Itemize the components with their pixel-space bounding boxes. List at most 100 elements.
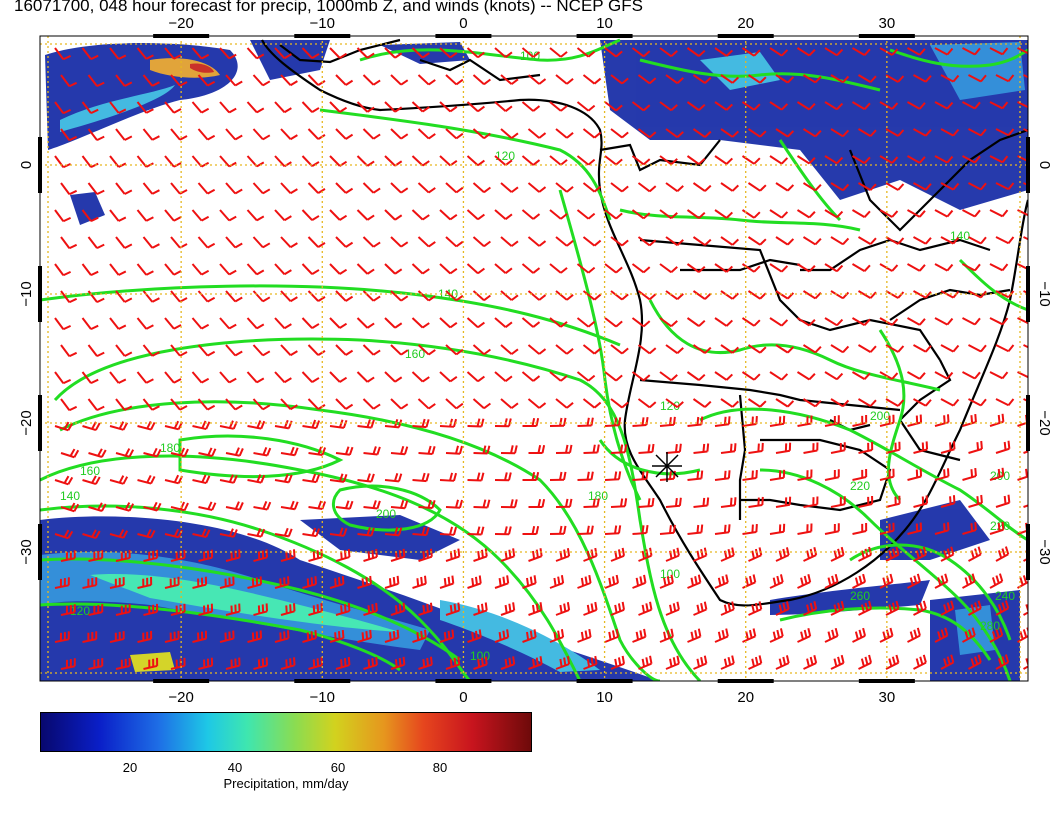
wind-barb <box>528 498 546 508</box>
lat-label-right: 0 <box>1036 161 1053 169</box>
wind-barb <box>82 529 101 540</box>
wind-barb <box>659 524 676 535</box>
wind-barb <box>748 601 763 616</box>
wind-barb <box>769 209 789 219</box>
wind-barb <box>247 630 263 643</box>
wind-barb <box>164 263 182 276</box>
wind-barb <box>940 344 960 353</box>
wind-barb <box>88 550 104 562</box>
wind-barb <box>885 441 901 454</box>
wind-barb <box>720 236 740 246</box>
wind-barb <box>1023 74 1028 79</box>
wind-barb <box>246 209 265 222</box>
wind-barb <box>494 209 513 220</box>
wind-barb <box>962 521 977 535</box>
wind-barb <box>500 656 516 670</box>
wind-barb <box>989 101 1009 110</box>
wind-barb <box>824 101 844 111</box>
wind-barb <box>796 263 816 273</box>
wind-barb <box>940 654 955 670</box>
wind-barb <box>225 290 243 303</box>
wind-barb <box>637 398 657 409</box>
wind-barb <box>968 440 983 454</box>
wind-barb <box>1023 504 1028 508</box>
wind-barb <box>280 290 298 303</box>
wind-barb <box>907 522 923 535</box>
wind-barb <box>192 474 211 485</box>
wind-barb <box>885 398 905 407</box>
wind-barb <box>54 577 70 589</box>
wind-barb <box>907 468 923 481</box>
wind-barb <box>247 420 266 430</box>
wind-barb <box>769 263 789 273</box>
wind-barb <box>583 444 600 454</box>
wind-barb <box>742 469 758 481</box>
wind-barb <box>137 630 153 643</box>
wind-barb <box>659 416 676 427</box>
wind-barb <box>54 101 72 115</box>
wind-barb <box>219 155 237 168</box>
wind-barb <box>693 497 710 508</box>
wind-barb <box>466 317 485 329</box>
wind-barb <box>638 601 653 616</box>
wind-barb <box>253 657 269 670</box>
wind-barb <box>830 182 850 192</box>
wind-barb <box>857 74 877 83</box>
wind-barb <box>390 656 406 670</box>
wind-barb <box>940 128 960 137</box>
wind-barb <box>714 317 733 327</box>
wind-barb <box>879 263 899 272</box>
wind-barb <box>252 290 271 303</box>
wind-barb <box>604 417 622 427</box>
wind-barb <box>913 344 932 353</box>
wind-barb <box>445 445 463 455</box>
wind-barb <box>962 627 976 643</box>
wind-barb <box>363 446 381 456</box>
wind-barb <box>879 101 899 110</box>
wind-barb <box>631 209 651 220</box>
wind-barb <box>637 344 657 355</box>
wind-barb <box>632 416 649 427</box>
wind-barb <box>329 263 348 275</box>
wind-barb <box>604 628 620 643</box>
wind-barb <box>88 604 104 616</box>
wind-barb <box>418 445 436 456</box>
wind-barb <box>335 398 354 410</box>
wind-barb <box>356 263 375 275</box>
wind-barb <box>357 629 372 643</box>
wind-barb <box>329 576 345 589</box>
wind-barb <box>885 495 901 508</box>
contour-label: 180 <box>588 489 608 503</box>
wind-barb <box>857 344 877 353</box>
lon-label-top: 0 <box>459 15 467 32</box>
wind-barb <box>362 128 381 140</box>
wind-barb <box>747 128 767 138</box>
wind-barb <box>335 344 354 356</box>
wind-barb <box>225 657 241 670</box>
wind-barb <box>87 74 105 88</box>
wind-barb <box>913 546 927 562</box>
wind-barb <box>940 495 956 508</box>
wind-barb <box>417 236 436 248</box>
lon-label-top: −10 <box>310 15 335 32</box>
wind-barb <box>720 344 740 354</box>
station-marker-icon <box>652 452 682 482</box>
wind-barb <box>192 420 211 431</box>
wind-barb <box>769 371 789 381</box>
contour-label: 260 <box>850 589 870 603</box>
wind-barb <box>280 236 298 249</box>
wind-barb <box>466 209 485 221</box>
wind-barb <box>170 398 188 411</box>
wind-barb <box>857 182 877 191</box>
wind-barb <box>796 209 816 219</box>
wind-barb <box>824 523 840 535</box>
wind-barb <box>1023 344 1028 349</box>
wind-barb <box>219 474 238 484</box>
wind-barb <box>54 47 72 61</box>
wind-barb <box>796 317 816 327</box>
wind-barb <box>720 182 740 192</box>
wind-barb <box>851 155 871 165</box>
wind-barb <box>109 317 127 330</box>
wind-barb <box>549 101 568 112</box>
wind-barb <box>362 398 381 410</box>
